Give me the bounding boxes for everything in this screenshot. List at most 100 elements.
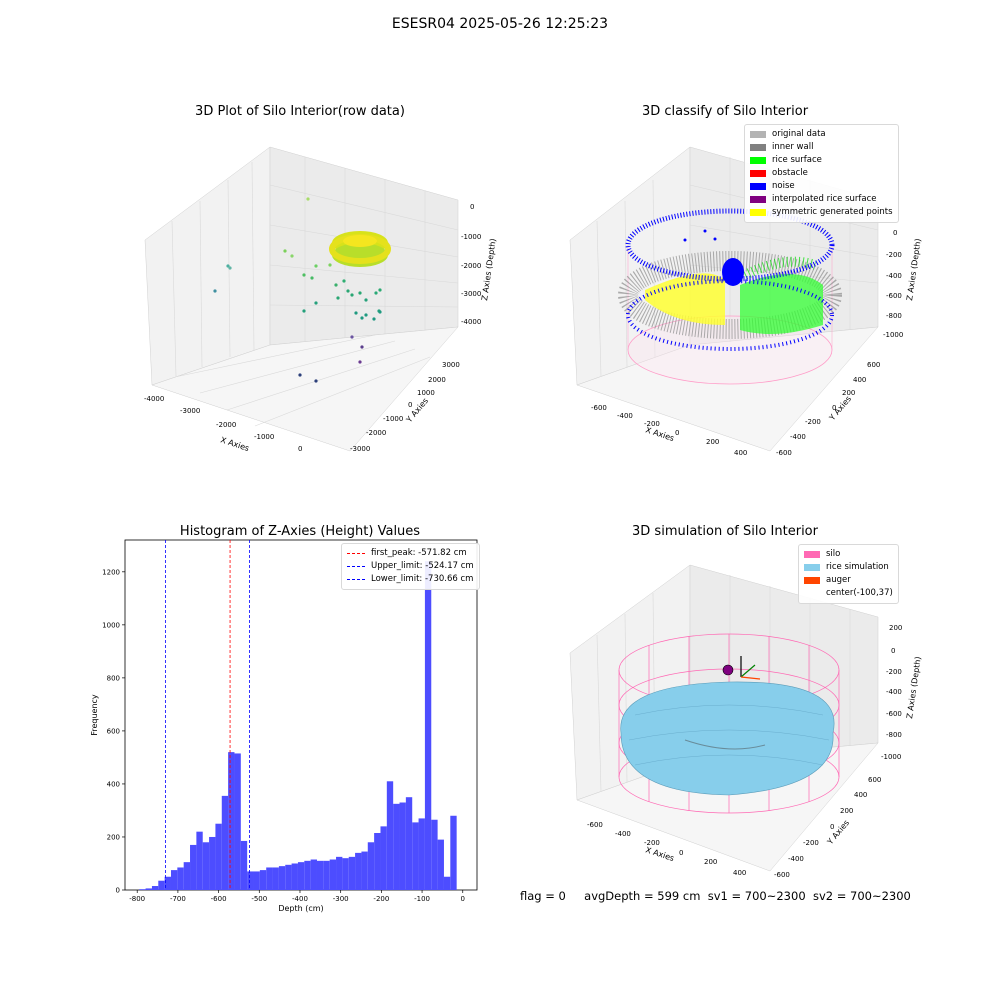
- y-tick: -600: [774, 871, 790, 879]
- y-tick: -3000: [350, 445, 370, 453]
- x-tick: -2000: [216, 421, 236, 429]
- histogram-bar: [393, 803, 400, 890]
- histogram-bar: [240, 840, 248, 890]
- z-tick: -800: [886, 312, 902, 320]
- legend-swatch: [750, 196, 766, 203]
- histogram-bar: [323, 860, 330, 890]
- legend-entry: auger: [804, 574, 893, 587]
- avg-depth-value: avgDepth = 599 cm: [584, 889, 701, 903]
- legend-entry: Lower_limit: -730.66 cm: [347, 573, 474, 586]
- histogram-bar: [278, 866, 286, 890]
- legend-label: Lower_limit: -730.66 cm: [371, 574, 474, 584]
- z-tick: -600: [886, 710, 902, 718]
- histogram-bar: [285, 864, 292, 890]
- x-tick: -600: [587, 821, 603, 829]
- z-tick: -400: [886, 272, 902, 280]
- axis-arrow-y: [740, 664, 756, 678]
- y-tick: -600: [776, 449, 792, 457]
- figure-title: ESESR04 2025-05-26 12:25:23: [391, 16, 609, 32]
- x-tick-label: -800: [129, 895, 145, 903]
- legend-entry: inner wall: [750, 141, 893, 154]
- legend-entry: obstacle: [750, 167, 893, 180]
- legend-entry: silo: [804, 548, 893, 561]
- legend-swatch: [750, 131, 766, 138]
- histogram-bar: [145, 888, 152, 890]
- histogram-bar: [253, 871, 260, 890]
- histogram-bar: [437, 839, 444, 890]
- y-tick: 1000: [417, 389, 435, 397]
- x-tick: -4000: [144, 395, 164, 403]
- histogram-bar: [177, 867, 184, 890]
- x-tick: -600: [591, 404, 607, 412]
- histogram-bar: [266, 867, 273, 890]
- legend-line: [347, 579, 365, 580]
- histogram-bar: [291, 863, 298, 890]
- legend-label: original data: [772, 129, 826, 139]
- histogram-bar: [196, 831, 203, 890]
- legend-entry: noise: [750, 180, 893, 193]
- x-tick: -1000: [254, 433, 274, 441]
- histogram-bar: [272, 867, 279, 890]
- x-tick-label: 0: [461, 895, 465, 903]
- x-tick: -400: [615, 830, 631, 838]
- legend-entry: center(-100,37): [804, 587, 893, 600]
- legend-swatch: [804, 590, 820, 597]
- z-tick: -800: [886, 731, 902, 739]
- panel4-axis-ticks: -600 -400 -200 0 200 400 600 400 200 0 -…: [587, 624, 902, 879]
- panel1-axis-ticks: -4000 -3000 -2000 -1000 0 3000 2000 1000…: [144, 203, 481, 453]
- y-tick: 0: [408, 401, 412, 409]
- legend-label: auger: [826, 575, 851, 585]
- y-tick-label: 400: [107, 780, 120, 788]
- axis-arrow-x: [740, 676, 761, 680]
- histogram-bar: [202, 842, 210, 890]
- legend-label: interpolated rice surface: [772, 194, 877, 204]
- histogram-bar: [367, 842, 375, 890]
- histogram-bar: [190, 844, 197, 890]
- y-tick: 400: [854, 791, 867, 799]
- y-tick: 600: [868, 776, 881, 784]
- legend-label: noise: [772, 181, 795, 191]
- z-tick: -3000: [461, 290, 481, 298]
- histogram-bar: [424, 561, 432, 890]
- histogram-bar: [304, 860, 311, 890]
- histogram-bar: [374, 832, 381, 890]
- histogram-bar: [405, 797, 413, 890]
- histogram-bar: [316, 860, 324, 890]
- x-tick: -3000: [180, 407, 200, 415]
- y-tick: -2000: [366, 429, 386, 437]
- y-tick: -200: [805, 418, 821, 426]
- legend-entry: rice simulation: [804, 561, 893, 574]
- x-tick: 0: [675, 429, 679, 437]
- x-tick-label: -700: [170, 895, 186, 903]
- histogram-bar: [329, 859, 337, 890]
- x-tick: -400: [617, 412, 633, 420]
- histogram-bar: [386, 781, 394, 890]
- panel4-title: 3D simulation of Silo Interior: [632, 524, 818, 539]
- z-tick: -1000: [881, 753, 901, 761]
- panel2-title: 3D classify of Silo Interior: [641, 104, 809, 119]
- legend-swatch: [804, 564, 820, 571]
- legend-entry: Upper_limit: -524.17 cm: [347, 560, 474, 573]
- simulation-3d-plot: -600 -400 -200 0 200 400 600 400 200 0 -…: [569, 564, 923, 879]
- histogram-bar: [259, 870, 267, 890]
- legend-swatch: [750, 144, 766, 151]
- y-tick-label: 1200: [102, 568, 120, 576]
- legend-swatch: [750, 170, 766, 177]
- noise-points: [625, 208, 835, 351]
- histogram-bar: [234, 753, 241, 890]
- histogram-reference-lines: [165, 540, 250, 890]
- histogram-bar: [450, 815, 457, 890]
- histogram-bar: [310, 859, 317, 890]
- panel2-axis-ticks: -600 -400 -200 0 200 400 600 400 200 0 -…: [591, 229, 903, 457]
- legend-swatch: [804, 577, 820, 584]
- simulation-legend: silo rice simulation auger center(-100,3…: [798, 544, 899, 604]
- legend-entry: original data: [750, 128, 893, 141]
- x-tick-label: -500: [251, 895, 267, 903]
- z-tick: -400: [886, 688, 902, 696]
- legend-label: rice simulation: [826, 562, 889, 572]
- z-tick: 0: [891, 647, 895, 655]
- panel3-title: Histogram of Z-Axies (Height) Values: [179, 524, 421, 539]
- z-tick: 0: [470, 203, 474, 211]
- y-tick: 2000: [428, 376, 446, 384]
- histogram-bar: [399, 802, 406, 890]
